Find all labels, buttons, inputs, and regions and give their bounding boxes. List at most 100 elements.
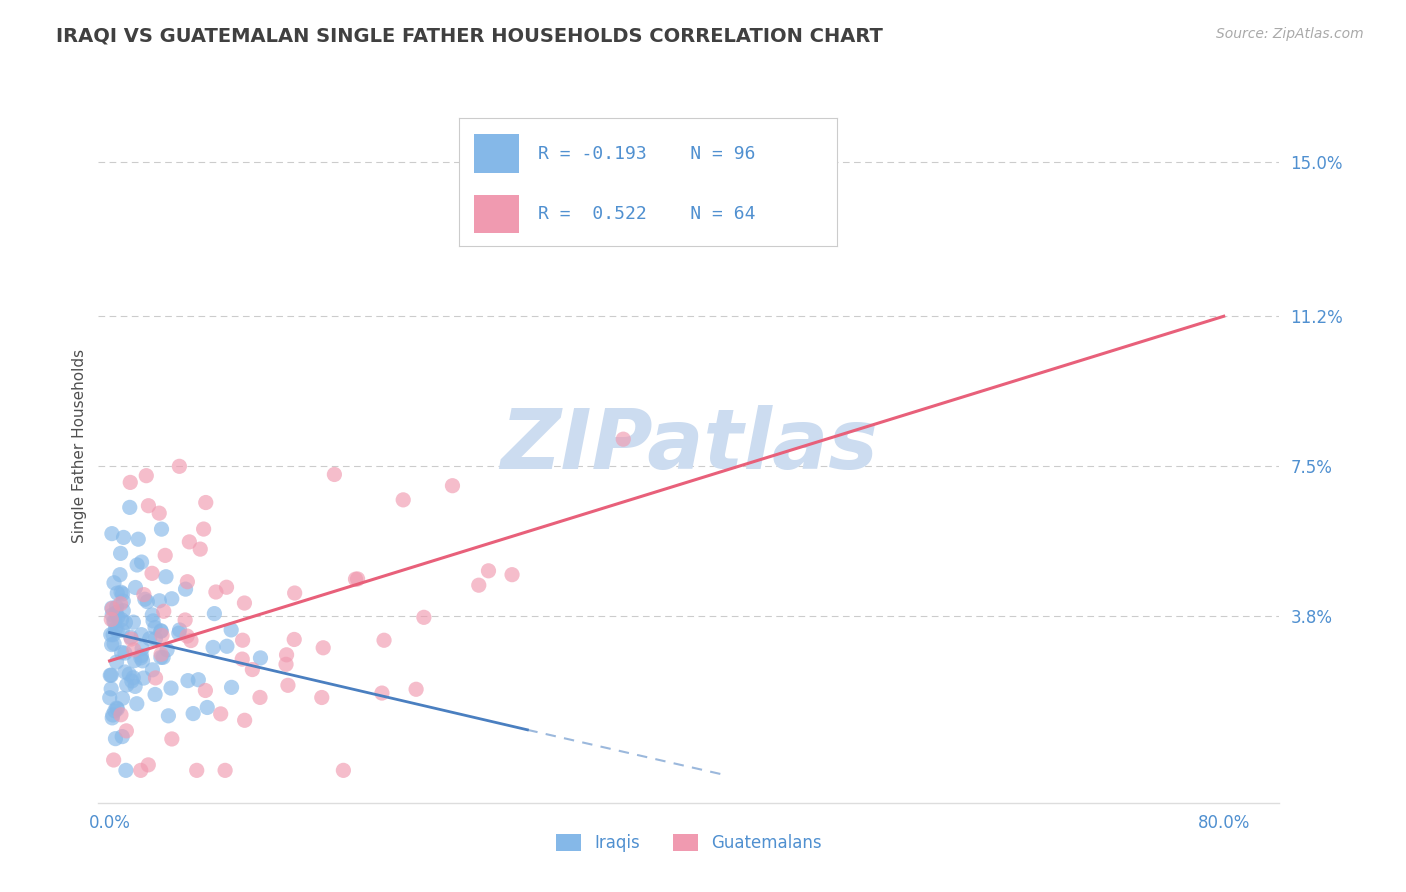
Point (612, 432, 634, 446)
Point (412, 610, 434, 624)
Point (167, 626, 190, 640)
Point (136, 595, 159, 609)
Point (134, 592, 156, 607)
Point (115, 678, 138, 692)
Point (149, 650, 172, 665)
Point (111, 730, 134, 744)
Point (103, 614, 125, 628)
Point (160, 731, 183, 746)
Point (145, 671, 167, 685)
Point (110, 546, 132, 560)
Text: Source: ZipAtlas.com: Source: ZipAtlas.com (1216, 27, 1364, 41)
Point (110, 707, 132, 722)
Point (101, 601, 124, 615)
Point (131, 641, 153, 656)
Point (152, 650, 174, 665)
Point (284, 586, 307, 600)
Point (101, 526, 124, 541)
Point (249, 690, 271, 705)
Point (121, 673, 143, 688)
Point (145, 632, 167, 646)
Point (187, 673, 209, 687)
Point (100, 681, 122, 696)
Point (127, 558, 149, 572)
Point (194, 495, 217, 509)
Point (105, 655, 128, 669)
Point (215, 640, 238, 654)
Point (111, 691, 134, 706)
Point (150, 628, 173, 642)
Point (125, 697, 148, 711)
Point (174, 582, 197, 596)
Point (105, 586, 128, 600)
Point (132, 588, 155, 602)
Point (371, 686, 394, 700)
Point (100, 612, 122, 626)
Point (115, 723, 138, 738)
Point (141, 607, 163, 622)
Point (142, 614, 165, 628)
Point (105, 606, 128, 620)
Point (283, 632, 305, 647)
Point (111, 587, 134, 601)
Point (112, 594, 135, 608)
Point (110, 613, 132, 627)
Point (107, 610, 129, 624)
Point (311, 690, 333, 705)
Point (122, 671, 145, 685)
Point (148, 506, 170, 520)
Point (332, 764, 354, 778)
Point (312, 640, 335, 655)
Point (156, 643, 179, 657)
Point (101, 711, 124, 725)
Point (181, 706, 204, 721)
Point (108, 567, 131, 582)
Point (179, 534, 201, 549)
Point (160, 591, 183, 606)
Point (101, 708, 124, 723)
Point (122, 642, 145, 657)
Point (141, 566, 163, 581)
Point (129, 651, 152, 665)
Point (276, 648, 298, 662)
Point (233, 596, 256, 610)
Point (150, 647, 173, 661)
Point (118, 500, 141, 515)
Point (219, 623, 242, 637)
Point (157, 708, 180, 723)
Point (150, 624, 173, 638)
Point (176, 629, 198, 643)
Point (129, 627, 152, 641)
Point (240, 663, 263, 677)
Point (120, 475, 142, 490)
Point (373, 633, 395, 648)
Point (104, 731, 127, 746)
Y-axis label: Single Father Households: Single Father Households (72, 349, 87, 543)
Point (101, 601, 124, 615)
Point (98, 668, 121, 682)
Text: ZIPatlas: ZIPatlas (501, 406, 877, 486)
Point (149, 624, 172, 639)
Point (194, 683, 217, 698)
Point (202, 640, 225, 655)
Point (468, 578, 491, 592)
Point (105, 701, 128, 715)
Point (152, 604, 174, 618)
Point (346, 572, 368, 586)
Point (232, 633, 254, 648)
Point (131, 555, 153, 569)
Point (205, 585, 228, 599)
Point (344, 572, 367, 586)
Point (129, 764, 152, 778)
Point (120, 630, 142, 644)
Point (202, 607, 225, 621)
Point (114, 646, 136, 660)
Point (233, 714, 256, 728)
Point (214, 764, 236, 778)
Point (101, 607, 124, 622)
Point (274, 657, 297, 672)
Point (100, 668, 122, 682)
Point (104, 704, 127, 718)
Point (101, 628, 124, 642)
Point (105, 702, 128, 716)
